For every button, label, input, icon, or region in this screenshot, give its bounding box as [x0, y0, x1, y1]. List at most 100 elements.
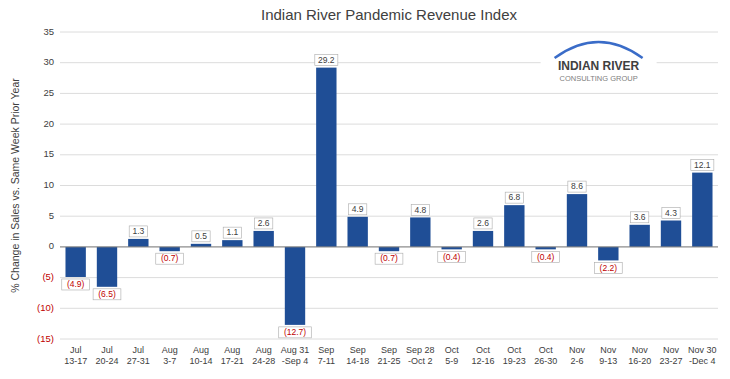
- x-tick-label: Aug10-14: [189, 345, 212, 366]
- data-label-box: [192, 231, 210, 242]
- y-axis-label: % Change in Sales vs. Same Week Prior Ye…: [9, 78, 21, 293]
- bar: [253, 231, 273, 247]
- zero-line: [60, 246, 718, 247]
- data-label: 0.5: [192, 231, 210, 242]
- data-label-box: [62, 279, 90, 290]
- data-label: 3.6: [631, 212, 649, 223]
- bar: [661, 220, 681, 246]
- x-tick-label: Aug 31-Sep 4: [281, 345, 310, 366]
- data-label: (12.7): [279, 327, 312, 338]
- y-tick-label: (15): [37, 333, 54, 344]
- data-label-box: [411, 204, 429, 215]
- grid: [60, 32, 718, 339]
- x-tick-label: Sep 28-Oct 2: [406, 345, 435, 366]
- logo: INDIAN RIVERCONSULTING GROUP: [541, 36, 657, 88]
- data-label-text: (2.2): [600, 263, 618, 273]
- data-label-text: 4.8: [414, 205, 426, 215]
- x-tick-label: Nov23-27: [659, 345, 682, 366]
- x-tick-label: Sep21-25: [377, 345, 400, 366]
- bar: [285, 247, 305, 325]
- x-ticks: Jul13-17Jul20-24Jul27-31Aug3-7Aug10-14Au…: [64, 345, 716, 366]
- bar: [504, 205, 524, 247]
- data-label-text: 3.6: [634, 212, 646, 222]
- data-label-text: (0.7): [161, 253, 179, 263]
- data-label: 1.3: [129, 226, 147, 237]
- data-label-box: [93, 289, 121, 300]
- data-label-box: [279, 327, 312, 338]
- bar: [692, 173, 712, 247]
- data-label: 6.8: [505, 192, 523, 203]
- data-label-box: [255, 218, 273, 229]
- bar: [159, 247, 179, 251]
- data-label-box: [568, 181, 586, 192]
- annotation: INDIAN RIVER: [558, 59, 640, 73]
- data-label: (2.2): [594, 262, 622, 273]
- y-tick-label: 0: [49, 240, 54, 251]
- logo-arc: [555, 42, 643, 58]
- grid-line: [60, 308, 718, 309]
- data-label: 1.1: [223, 227, 241, 238]
- data-labels: (4.9) (6.5) 1.3 (0.7) 0.5 1.1 2.6 (12.7) 29.2 4.9…: [62, 55, 714, 338]
- bar: [567, 194, 587, 247]
- chart-container: Indian River Pandemic Revenue Index % Cha…: [0, 0, 730, 379]
- bar: [629, 225, 649, 247]
- x-tick-label: Aug17-21: [221, 345, 244, 366]
- title: Indian River Pandemic Revenue Index: [261, 6, 517, 23]
- x-tick-label: Oct5-9: [445, 345, 460, 366]
- y-tick-label: 25: [43, 87, 54, 98]
- data-label-text: 29.2: [318, 55, 335, 65]
- data-label-box: [156, 253, 184, 264]
- grid-line: [60, 216, 718, 217]
- x-tick-label: Sep14-18: [346, 345, 369, 366]
- bar: [128, 239, 148, 247]
- bar: [97, 247, 117, 287]
- data-label-box: [631, 212, 649, 223]
- grid-line: [60, 154, 718, 155]
- data-label: 2.6: [474, 218, 492, 229]
- x-tick-label: Sep7-11: [318, 345, 335, 366]
- y-tick-label: 15: [43, 148, 54, 159]
- data-label: 2.6: [255, 218, 273, 229]
- grid-line: [60, 277, 718, 278]
- data-label: 4.8: [411, 204, 429, 215]
- x-tick-label: Jul13-17: [64, 345, 87, 366]
- x-tick-label: Aug24-28: [252, 345, 275, 366]
- bar: [598, 247, 618, 261]
- data-label-box: [223, 227, 241, 238]
- data-label: 8.6: [568, 181, 586, 192]
- grid-line: [60, 339, 718, 340]
- x-tick-label: Oct26-30: [534, 345, 557, 366]
- data-label-text: 4.3: [665, 208, 677, 218]
- data-label: (0.7): [156, 253, 184, 264]
- data-label-box: [438, 251, 466, 262]
- y-tick-label: 5: [49, 210, 54, 221]
- data-label: 29.2: [315, 55, 338, 66]
- data-label: 12.1: [691, 160, 714, 171]
- data-label-text: 12.1: [694, 160, 711, 170]
- grid-line: [60, 185, 718, 186]
- bar: [379, 247, 399, 251]
- x-tick-label: Nov2-6: [569, 345, 586, 366]
- annotation: CONSULTING GROUP: [559, 74, 637, 83]
- data-label-text: 4.9: [352, 204, 364, 214]
- data-label-text: 8.6: [571, 181, 583, 191]
- data-label-box: [505, 192, 523, 203]
- grid-line: [60, 124, 718, 125]
- data-label-text: 1.1: [226, 227, 238, 237]
- grid-line: [60, 93, 718, 94]
- data-label-box: [532, 251, 560, 262]
- logo-background: [541, 36, 657, 88]
- y-tick-label: (5): [42, 271, 54, 282]
- bar: [65, 247, 85, 277]
- data-label-box: [129, 226, 147, 237]
- grid-line: [60, 246, 718, 247]
- y-tick-label: 20: [43, 118, 54, 129]
- data-label-text: (0.4): [443, 252, 461, 262]
- y-tick-label: 30: [43, 56, 54, 67]
- x-tick-label: Jul27-31: [127, 345, 150, 366]
- data-label-text: (4.9): [67, 279, 85, 289]
- data-label: (6.5): [93, 289, 121, 300]
- data-label: (0.7): [375, 253, 403, 264]
- data-label-box: [594, 262, 622, 273]
- data-label: (4.9): [62, 279, 90, 290]
